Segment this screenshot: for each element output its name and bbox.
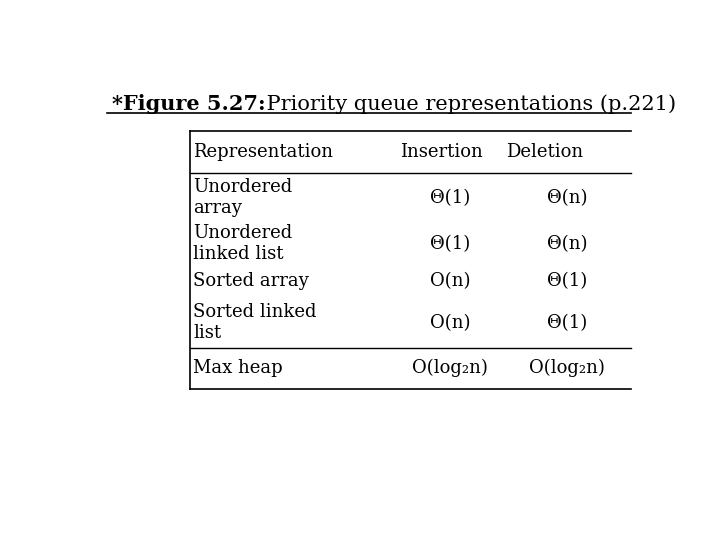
Text: Θ(1): Θ(1) [430, 234, 470, 253]
Text: Θ(n): Θ(n) [547, 189, 588, 207]
Text: Unordered
array: Unordered array [193, 178, 292, 217]
Text: Max heap: Max heap [193, 359, 283, 377]
Text: Θ(1): Θ(1) [547, 314, 588, 332]
Text: O(n): O(n) [430, 272, 470, 290]
Text: Θ(1): Θ(1) [547, 272, 588, 290]
Text: Priority queue representations (p.221): Priority queue representations (p.221) [260, 94, 676, 113]
Text: Representation: Representation [193, 143, 333, 161]
Text: Unordered
linked list: Unordered linked list [193, 224, 292, 263]
Text: O(log₂n): O(log₂n) [412, 359, 488, 377]
Text: Θ(n): Θ(n) [547, 234, 588, 253]
Text: Deletion: Deletion [505, 143, 582, 161]
Text: Sorted linked
list: Sorted linked list [193, 303, 317, 342]
Text: O(n): O(n) [430, 314, 470, 332]
Text: Sorted array: Sorted array [193, 272, 309, 290]
Text: *Figure 5.27:: *Figure 5.27: [112, 94, 266, 114]
Text: Θ(1): Θ(1) [430, 189, 470, 207]
Text: O(log₂n): O(log₂n) [529, 359, 605, 377]
Text: Insertion: Insertion [400, 143, 482, 161]
